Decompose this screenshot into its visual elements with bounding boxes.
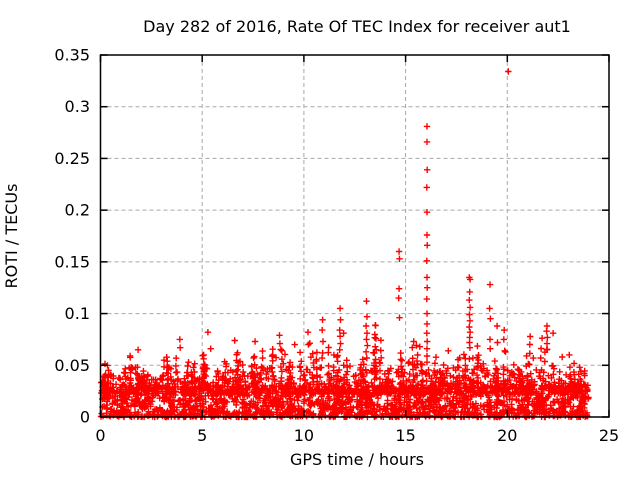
- y-tick-label: 0.2: [65, 201, 90, 220]
- y-tick-label: 0.25: [54, 149, 90, 168]
- y-tick-label: 0.1: [65, 304, 90, 323]
- y-tick-label: 0.3: [65, 97, 90, 116]
- x-tick-label: 10: [294, 426, 314, 445]
- y-tick-label: 0.35: [54, 46, 90, 65]
- x-axis-label: GPS time / hours: [290, 450, 424, 469]
- y-tick-label: 0.05: [54, 356, 90, 375]
- plot-border: [99, 54, 610, 418]
- data-series-roti: [97, 68, 592, 421]
- roti-data-points: [97, 68, 592, 421]
- grid-lines: [100, 55, 609, 417]
- x-tick-label: 20: [497, 426, 517, 445]
- x-tick-label: 5: [197, 426, 207, 445]
- axis-ticks: [99, 54, 610, 418]
- x-tick-label: 25: [599, 426, 619, 445]
- chart-title: Day 282 of 2016, Rate Of TEC Index for r…: [143, 17, 571, 36]
- x-tick-label: 15: [395, 426, 415, 445]
- y-tick-label: 0.15: [54, 252, 90, 271]
- x-tick-label: 0: [95, 426, 105, 445]
- y-axis-label: ROTI / TECUs: [2, 184, 21, 289]
- tick-labels: 0 5 10 15 20 25 0 0.05 0.1 0.15 0.2 0.25 0.3 0.35: [54, 46, 619, 446]
- y-tick-label: 0: [80, 408, 90, 427]
